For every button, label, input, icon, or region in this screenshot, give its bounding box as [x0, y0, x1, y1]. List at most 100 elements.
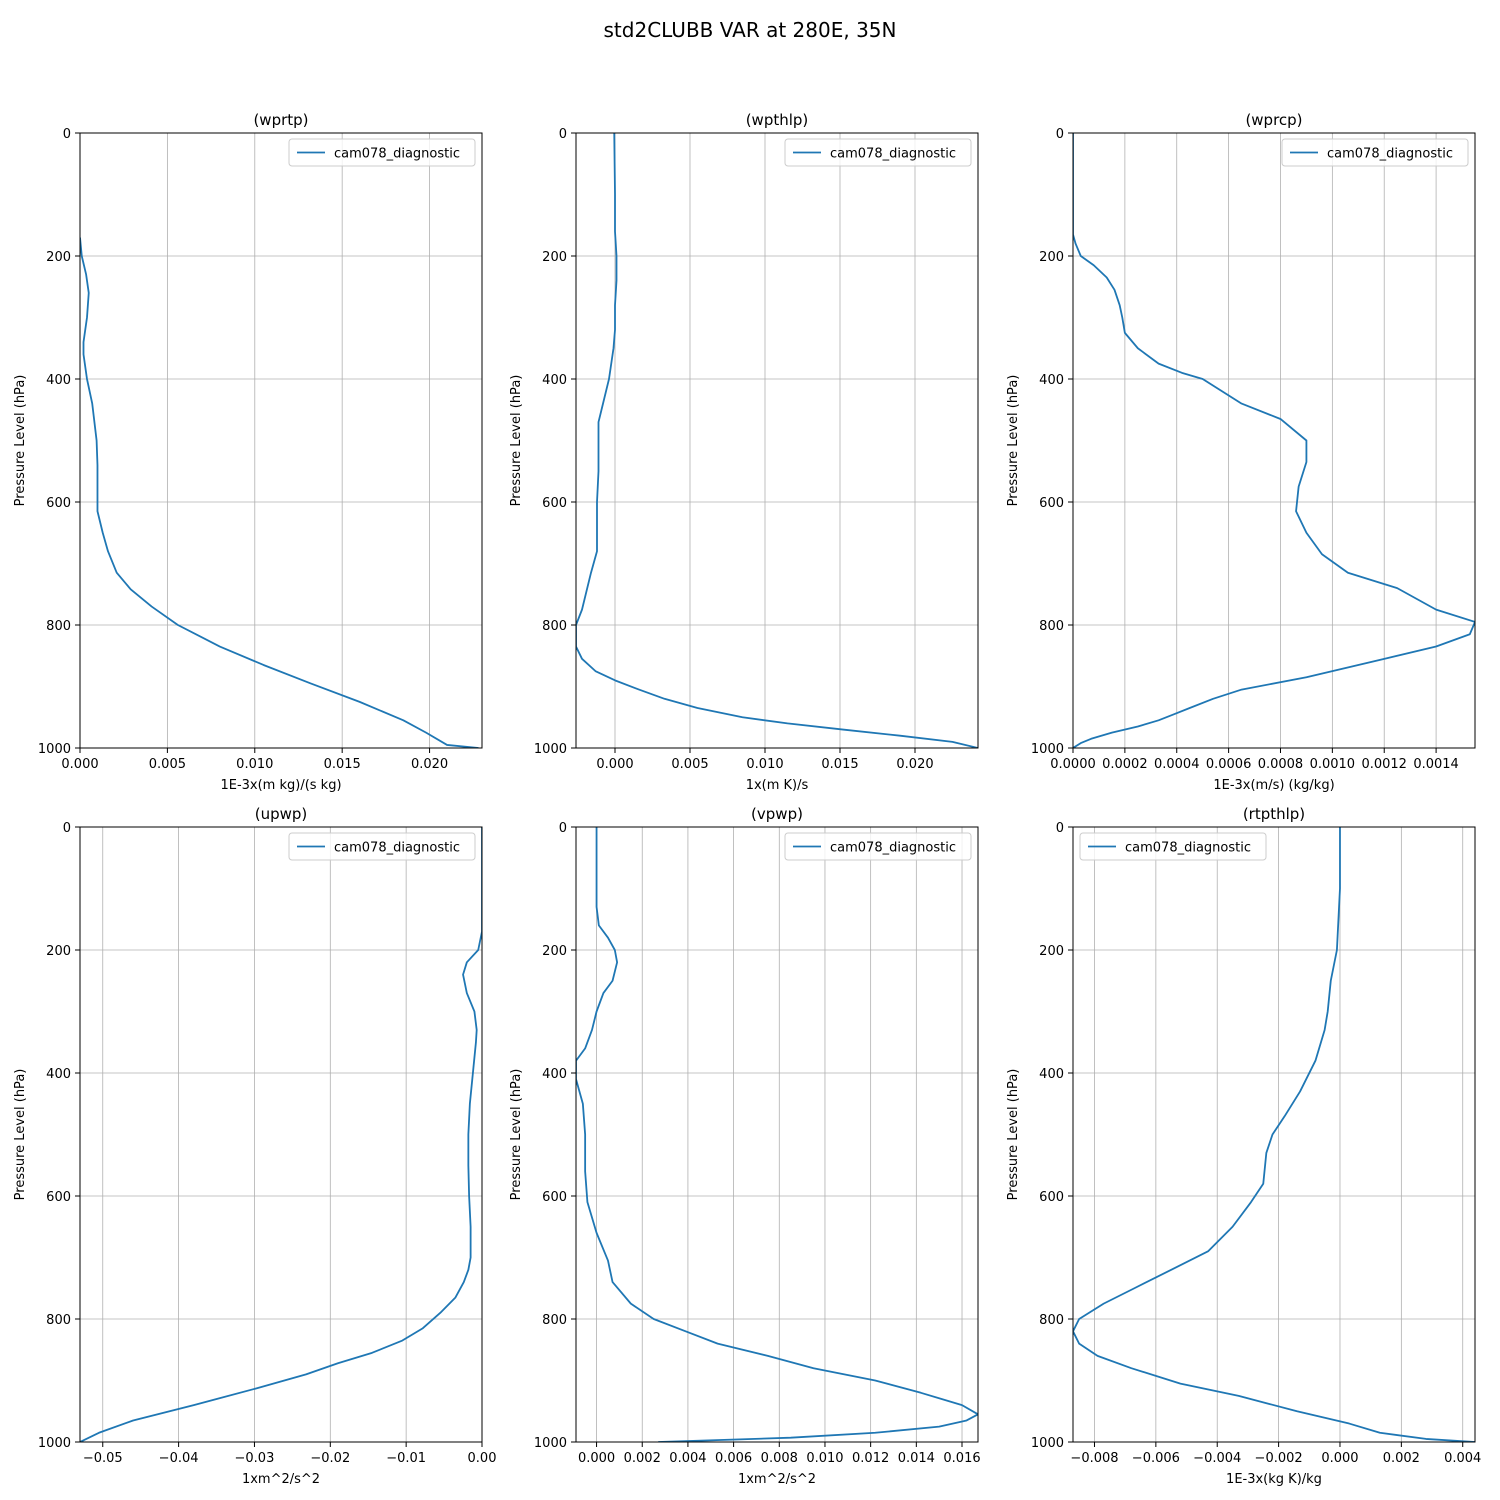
- figure-title: std2CLUBB VAR at 280E, 35N: [604, 18, 897, 42]
- y-axis-label: Pressure Level (hPa): [509, 375, 524, 507]
- x-axis-label: 1E-3x(kg K)/kg: [1226, 1472, 1322, 1487]
- subplot-rtpthlp: −0.008 −0.006 −0.004 −0.002 0.000 0.002 0.004 0…: [1006, 805, 1481, 1487]
- x-axis-label: 1x(m K)/s: [746, 778, 809, 793]
- series-line: [80, 237, 479, 748]
- y-tick-label: 400: [1039, 1067, 1064, 1082]
- y-tick-label: 800: [542, 1313, 567, 1328]
- x-tick-label: 0.008: [761, 1451, 798, 1466]
- axes-frame: [1072, 132, 1476, 749]
- legend-box: [288, 832, 476, 861]
- subplot-title: (vpwp): [751, 805, 803, 823]
- x-tick-label: 0.020: [896, 757, 933, 772]
- x-tick-label: 0.0006: [1206, 757, 1252, 772]
- legend-label: cam078_diagnostic: [1125, 841, 1251, 856]
- legend-label: cam078_diagnostic: [830, 841, 956, 856]
- y-tick-label: 600: [46, 496, 71, 511]
- x-tick-label: 0.000: [1321, 1451, 1358, 1466]
- series-line: [576, 827, 978, 1442]
- axes-frame: [79, 132, 483, 749]
- x-tick-label: 0.014: [898, 1451, 935, 1466]
- subplot-grid: 0.000 0.005 0.010 0.015 0.020 0 200 400 600 800 10…: [13, 111, 1481, 1487]
- y-tick-label: 600: [542, 1190, 567, 1205]
- legend-box: [288, 138, 476, 167]
- subplot-title: (rtpthlp): [1243, 805, 1305, 823]
- y-tick-label: 1000: [534, 1436, 567, 1451]
- series-line: [1073, 133, 1475, 748]
- x-tick-label: 0.002: [1383, 1451, 1420, 1466]
- x-tick-label: 0.000: [61, 757, 98, 772]
- x-tick-label: 0.016: [943, 1451, 980, 1466]
- y-tick-label: 400: [46, 1067, 71, 1082]
- x-tick-label: 0.004: [669, 1451, 706, 1466]
- x-axis-label: 1xm^2/s^2: [242, 1472, 320, 1487]
- x-tick-label: 0.0014: [1413, 757, 1459, 772]
- axes-frame: [575, 826, 979, 1443]
- y-tick-label: 0: [559, 821, 567, 836]
- x-tick-label: −0.01: [386, 1451, 426, 1466]
- x-tick-label: −0.004: [1193, 1451, 1241, 1466]
- series-line: [576, 133, 978, 748]
- y-tick-label: 1000: [38, 742, 71, 757]
- x-tick-label: −0.04: [159, 1451, 199, 1466]
- series-line: [80, 827, 482, 1442]
- legend: cam078_diagnostic: [288, 138, 476, 167]
- x-axis-label: 1E-3x(m kg)/(s kg): [220, 778, 341, 793]
- legend: cam078_diagnostic: [784, 832, 972, 861]
- y-tick-label: 0: [559, 127, 567, 142]
- x-tick-label: 0.015: [821, 757, 858, 772]
- y-tick-label: 0: [1056, 127, 1064, 142]
- y-axis-label: Pressure Level (hPa): [1006, 375, 1021, 507]
- x-tick-label: 0.0002: [1102, 757, 1148, 772]
- x-tick-label: 0.0008: [1258, 757, 1304, 772]
- x-tick-label: −0.05: [83, 1451, 123, 1466]
- legend-box: [1281, 138, 1469, 167]
- x-tick-label: 0.000: [578, 1451, 615, 1466]
- y-tick-label: 200: [46, 250, 71, 265]
- x-tick-label: 0.002: [624, 1451, 661, 1466]
- x-tick-label: 0.000: [596, 757, 633, 772]
- x-tick-label: 0.012: [852, 1451, 889, 1466]
- x-axis-label: 1xm^2/s^2: [738, 1472, 816, 1487]
- y-tick-label: 1000: [534, 742, 567, 757]
- legend-box: [784, 832, 972, 861]
- y-tick-label: 200: [1039, 944, 1064, 959]
- y-tick-label: 0: [1056, 821, 1064, 836]
- subplot-wprtp: 0.000 0.005 0.010 0.015 0.020 0 200 400 600 800 10…: [13, 111, 483, 793]
- y-axis-label: Pressure Level (hPa): [509, 1069, 524, 1201]
- y-axis-label: Pressure Level (hPa): [1006, 1069, 1021, 1201]
- legend-label: cam078_diagnostic: [334, 147, 460, 162]
- y-tick-label: 800: [46, 1313, 71, 1328]
- legend: cam078_diagnostic: [1281, 138, 1469, 167]
- x-tick-label: 0.0012: [1361, 757, 1407, 772]
- x-tick-label: 0.020: [411, 757, 448, 772]
- subplot-title: (upwp): [255, 805, 308, 823]
- y-tick-label: 1000: [1031, 1436, 1064, 1451]
- y-tick-label: 200: [46, 944, 71, 959]
- legend-box: [1079, 832, 1267, 861]
- subplot-title: (wpthlp): [746, 111, 809, 129]
- subplot-vpwp: 0.000 0.002 0.004 0.006 0.008 0.010 0.012 0.014…: [509, 805, 981, 1487]
- y-tick-label: 600: [542, 496, 567, 511]
- legend: cam078_diagnostic: [288, 832, 476, 861]
- y-tick-label: 200: [542, 944, 567, 959]
- x-tick-label: 0.010: [806, 1451, 843, 1466]
- axes-frame: [1072, 826, 1476, 1443]
- x-tick-label: 0.004: [1444, 1451, 1481, 1466]
- y-tick-label: 600: [1039, 496, 1064, 511]
- x-tick-label: 0.010: [236, 757, 273, 772]
- x-tick-label: 0.0000: [1050, 757, 1096, 772]
- y-axis-label: Pressure Level (hPa): [13, 1069, 28, 1201]
- x-tick-label: 0.005: [149, 757, 186, 772]
- y-tick-label: 800: [1039, 619, 1064, 634]
- subplot-title: (wprtp): [253, 111, 308, 129]
- x-tick-label: −0.002: [1255, 1451, 1303, 1466]
- x-tick-label: 0.015: [324, 757, 361, 772]
- y-axis-label: Pressure Level (hPa): [13, 375, 28, 507]
- legend-label: cam078_diagnostic: [1327, 147, 1453, 162]
- x-axis-label: 1E-3x(m/s) (kg/kg): [1213, 778, 1334, 793]
- y-tick-label: 800: [542, 619, 567, 634]
- y-tick-label: 800: [46, 619, 71, 634]
- subplot-wprcp: 0.0000 0.0002 0.0004 0.0006 0.0008 0.0010 0.00…: [1006, 111, 1476, 793]
- y-tick-label: 0: [63, 821, 71, 836]
